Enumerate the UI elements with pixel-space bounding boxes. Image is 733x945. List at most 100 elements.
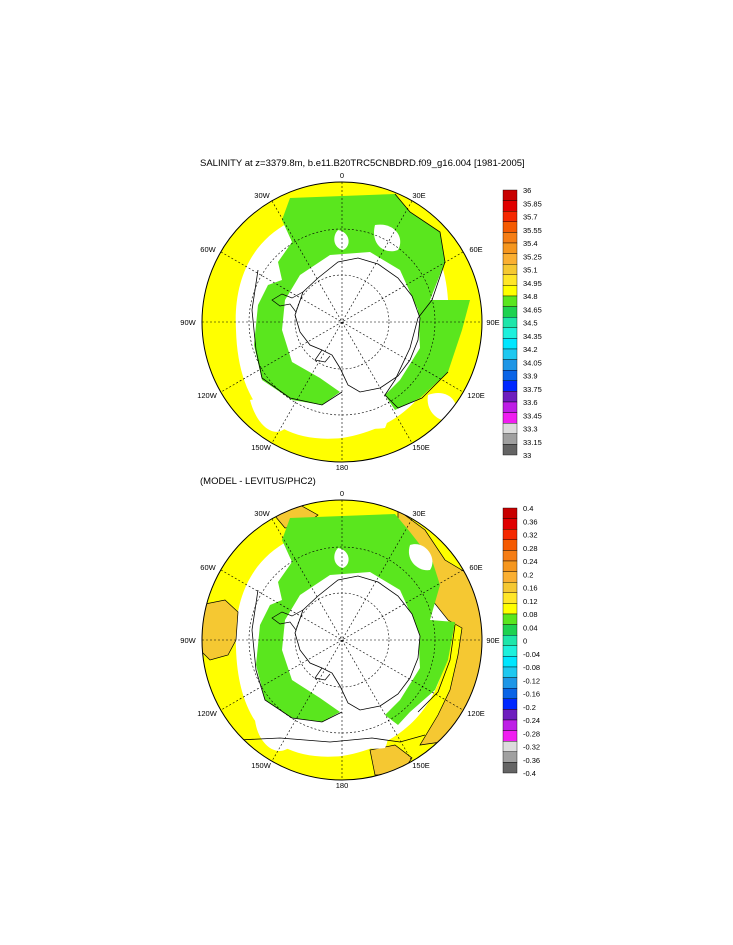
colorbar-label: -0.24 [523,716,540,725]
colorbar-swatch [502,762,518,774]
lon-label: 90E [486,636,499,645]
colorbar-label: 34.35 [523,332,542,341]
colorbar-swatch [502,518,518,530]
colorbar-swatch [502,338,518,350]
colorbar-swatch [502,539,518,551]
colorbar-label: 35.55 [523,226,542,235]
colorbar-swatch [502,359,518,371]
colorbar-label: 35.25 [523,252,542,261]
colorbar-label: 35.1 [523,266,538,275]
colorbar-swatch [502,380,518,392]
panel-title: (MODEL - LEVITUS/PHC2) [200,476,316,487]
colorbar: 36 35.85 35.7 35.55 35.4 35.25 35.1 34.95 34.8 34… [502,186,542,460]
colorbar-label: 0.24 [523,557,538,566]
lon-label: 120E [467,709,485,718]
colorbar-label: 0.32 [523,531,538,540]
lon-label: 60W [200,563,216,572]
lon-label: 90W [180,636,196,645]
colorbar-swatch [502,698,518,710]
colorbar-label: 35.85 [523,199,542,208]
colorbar-swatch [502,719,518,731]
colorbar-label: 34.95 [523,279,542,288]
colorbar-label: 34.2 [523,345,538,354]
colorbar-swatch [502,242,518,254]
colorbar: 0.4 0.36 0.32 0.28 0.24 0.2 0.16 0.12 0.08 0.04 0 -… [502,504,540,778]
colorbar-label: 34.8 [523,292,538,301]
antarctica [294,575,421,711]
colorbar-label: 34.65 [523,305,542,314]
colorbar-label: 0.36 [523,517,538,526]
colorbar-swatch [502,210,518,222]
colorbar-swatch [502,507,518,519]
colorbar-label: 36 [523,186,531,195]
colorbar-label: 0.28 [523,544,538,553]
colorbar-swatch [502,401,518,413]
colorbar-swatch [502,730,518,742]
colorbar-swatch [502,560,518,572]
lon-label: 150E [412,443,430,452]
lon-label: 60W [200,245,216,254]
colorbar-swatch [502,656,518,668]
colorbar-label: 0.04 [523,623,538,632]
colorbar-swatch [502,370,518,382]
lon-label: 0 [340,171,344,180]
panel-title: SALINITY at z=3379.8m, b.e11.B20TRC5CNBD… [200,158,525,169]
lon-label: 30W [254,509,270,518]
colorbar-label: 33.6 [523,398,538,407]
colorbar-swatch [502,444,518,456]
colorbar-label: 34.05 [523,358,542,367]
colorbar-swatch [502,603,518,615]
colorbar-swatch [502,274,518,286]
longitude-labels: 0 30E 60E 90E 120E 150E 180 150W 120W 90… [180,489,499,790]
colorbar-label: 35.4 [523,239,538,248]
colorbar-label: 33.15 [523,438,542,447]
lon-label: 120W [197,709,218,718]
colorbar-swatch [502,677,518,689]
colorbar-swatch [502,264,518,276]
lon-label: 30W [254,191,270,200]
colorbar-swatch [502,550,518,562]
colorbar-swatch [502,306,518,318]
colorbar-label: -0.36 [523,756,540,765]
colorbar-label: -0.08 [523,663,540,672]
colorbar-swatch [502,529,518,541]
antarctica [294,257,421,393]
colorbar-swatch [502,624,518,636]
lon-label: 90E [486,318,499,327]
colorbar-label: 0.2 [523,570,533,579]
colorbar-swatch [502,751,518,763]
green-field [256,514,455,725]
colorbar-swatch [502,666,518,678]
lon-label: 60E [469,245,482,254]
lon-label: 150E [412,761,430,770]
lon-label: 120W [197,391,218,400]
colorbar-swatch [502,295,518,307]
colorbar-label: 0.08 [523,610,538,619]
lon-label: 90W [180,318,196,327]
colorbar-swatch [502,232,518,244]
colorbar-label: 0.4 [523,504,533,513]
colorbar-label: -0.12 [523,676,540,685]
colorbar-swatch [502,688,518,700]
colorbar-label: -0.4 [523,769,536,778]
colorbar-swatch [502,317,518,329]
lon-label: 30E [412,191,425,200]
colorbar-label: -0.32 [523,743,540,752]
colorbar-swatch [502,709,518,721]
colorbar-label: 33.75 [523,385,542,394]
colorbar-label: 33.45 [523,411,542,420]
colorbar-label: 33.3 [523,425,538,434]
colorbar-swatch [502,412,518,424]
colorbar-swatch [502,571,518,583]
lon-label: 180 [336,781,349,790]
colorbar-label: 34.5 [523,319,538,328]
colorbar-label: -0.16 [523,690,540,699]
colorbar-swatch [502,391,518,403]
colorbar-label: 0 [523,637,527,646]
difference-panel: (MODEL - LEVITUS/PHC2) [180,476,540,790]
colorbar-swatch [502,200,518,212]
lon-label: 60E [469,563,482,572]
colorbar-label: 35.7 [523,213,538,222]
colorbar-label: 33 [523,451,531,460]
